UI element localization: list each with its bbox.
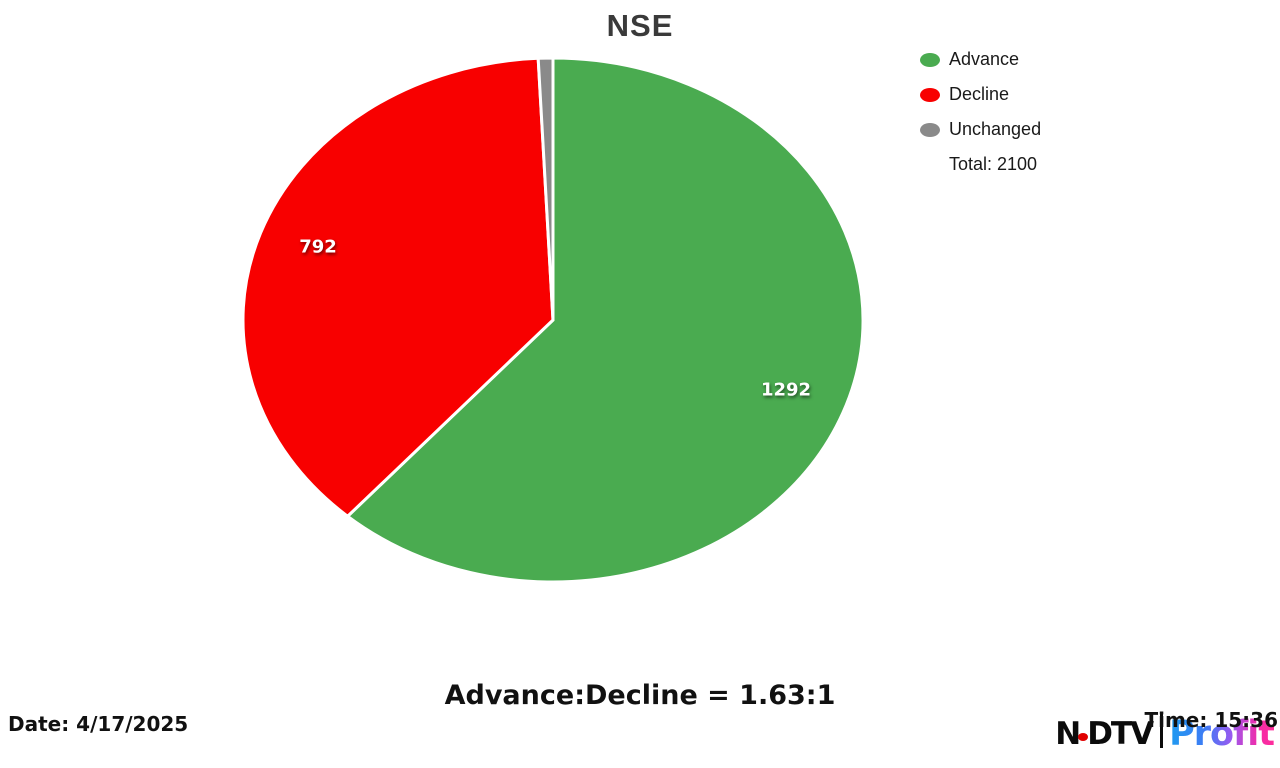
legend: Advance Decline Unchanged Total: 2100 bbox=[920, 46, 1041, 178]
profit-wordmark: Profit bbox=[1169, 713, 1275, 754]
legend-label: Unchanged bbox=[949, 119, 1042, 139]
ndtv-letters-dtv: DTV bbox=[1087, 716, 1154, 752]
legend-item-advance: Advance bbox=[920, 46, 1041, 73]
logo-separator-bar bbox=[1160, 714, 1164, 748]
legend-total: Total: 2100 bbox=[949, 154, 1038, 174]
ndtv-wordmark: N DTV bbox=[1055, 716, 1154, 752]
pie-slice-unchanged bbox=[536, 56, 555, 322]
pie-slice-advance bbox=[346, 56, 865, 584]
decline-legend-marker-icon bbox=[920, 87, 940, 102]
ndtv-profit-logo: N DTV Profit bbox=[1055, 713, 1275, 754]
legend-item-unchanged: Unchanged bbox=[920, 116, 1041, 143]
advance-legend-marker-icon bbox=[920, 52, 940, 67]
time-label: Time: 15:36 bbox=[1144, 708, 1278, 732]
ndtv-red-dot-icon bbox=[1078, 733, 1089, 741]
legend-label: Advance bbox=[949, 49, 1020, 69]
legend-item-decline: Decline bbox=[920, 81, 1041, 108]
ndtv-letter-n: N bbox=[1055, 716, 1081, 752]
unchanged-legend-marker-icon bbox=[920, 122, 940, 137]
advance-decline-ratio-text: Advance:Decline = 1.63:1 bbox=[444, 680, 836, 711]
decline-slice-value-label: 792 bbox=[299, 236, 337, 258]
advance-slice-value-label: 1292 bbox=[760, 379, 812, 401]
date-label: Date: 4/17/2025 bbox=[8, 712, 189, 736]
legend-label: Decline bbox=[949, 84, 1010, 104]
chart-title: NSE bbox=[606, 8, 674, 43]
pie-slice-decline bbox=[241, 56, 555, 518]
